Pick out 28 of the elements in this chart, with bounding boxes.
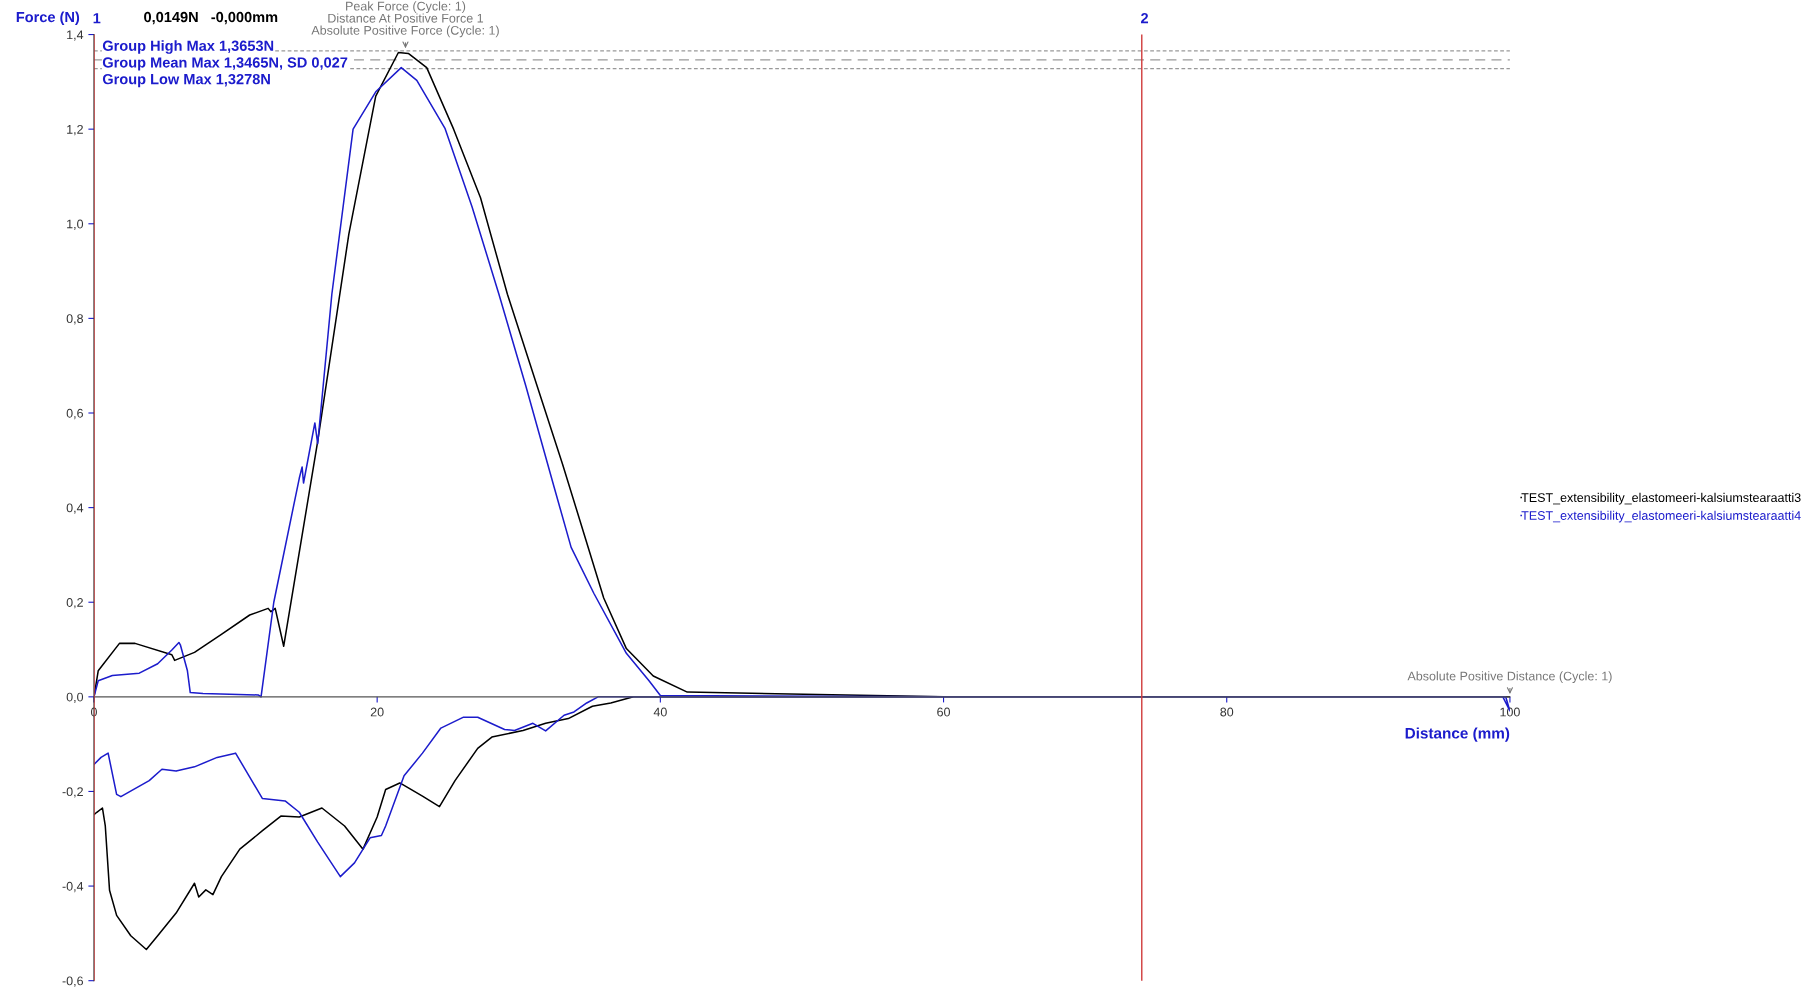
y-tick-label: 0,8 [66, 314, 84, 325]
annotation: 1 [93, 13, 101, 24]
y-tick-label: 0,4 [66, 503, 84, 514]
x-tick-label: 80 [1220, 707, 1234, 717]
x-axis-title: Distance (mm) [1405, 727, 1510, 742]
y-tick-label: 0,0 [66, 692, 84, 703]
x-tick-label: 40 [653, 707, 667, 717]
x-tick-label: 100 [1500, 707, 1520, 717]
y-tick-label: -0,4 [62, 881, 84, 893]
ref-line-label: Group Mean Max 1,3465N, SD 0,027 [102, 57, 348, 71]
x-tick-label: 60 [937, 707, 951, 717]
y-tick-label: 1,2 [67, 124, 83, 136]
y-tick-label: -0,6 [62, 976, 83, 987]
annotation: 2 [1141, 13, 1149, 24]
annotation: Absolute Positive Distance (Cycle: 1) [1407, 671, 1612, 683]
y-tick-label: 0,6 [66, 408, 83, 420]
ref-line-label: Group High Max 1,3653N [102, 40, 274, 54]
annotation: Peak Force (Cycle: 1) Distance At Positive Force 1 Absolute Positive Force (Cycle: 1) [311, 1, 499, 38]
legend-label: TEST_extensibility_elastomeeri-kalsiumstearaatti4 [1521, 510, 1801, 523]
text: 0,0149N -0,000mm [144, 11, 278, 25]
legend-label: TEST_extensibility_elastomeeri-kalsiumstearaatti3 [1521, 492, 1801, 505]
y-tick-label: 1,0 [67, 219, 84, 230]
y-tick-label: 1,4 [67, 30, 84, 41]
y-tick-label: 0,2 [66, 598, 83, 609]
y-tick-label: -0,2 [62, 787, 83, 798]
ref-line-label: Group Low Max 1,3278N [102, 73, 270, 88]
x-tick-label: 20 [370, 707, 384, 717]
y-axis-title: Force (N) [16, 11, 80, 26]
